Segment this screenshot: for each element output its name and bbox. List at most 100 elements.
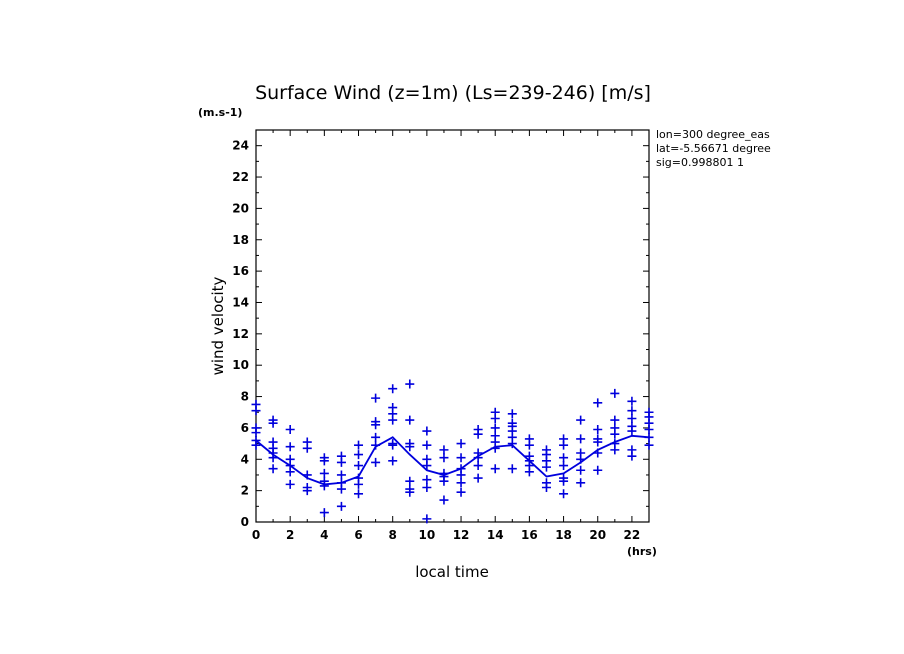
x-tick-label: 16: [521, 528, 538, 542]
scatter-point: [559, 453, 569, 463]
scatter-point: [268, 464, 278, 474]
mean-line: [255, 434, 650, 486]
scatter-point: [371, 393, 381, 403]
scatter-point: [439, 476, 449, 486]
scatter-point: [439, 445, 449, 455]
scatter-point: [354, 489, 364, 499]
scatter-point: [627, 396, 637, 406]
y-tick-label: 18: [232, 233, 249, 247]
x-tick-label: 18: [555, 528, 572, 542]
y-tick-label: 10: [232, 358, 249, 372]
scatter-point: [285, 442, 295, 452]
x-tick-label: 20: [589, 528, 606, 542]
scatter-point: [354, 479, 364, 489]
scatter-point: [610, 415, 620, 425]
scatter-point: [388, 440, 398, 450]
scatter-point: [405, 476, 415, 486]
scatter-point: [541, 483, 551, 493]
y-tick-label: 20: [232, 201, 249, 215]
scatter-point: [627, 451, 637, 461]
scatter-point: [336, 501, 346, 511]
x-axis-label: local time: [415, 563, 489, 581]
scatter-point: [388, 415, 398, 425]
scatter-point: [473, 429, 483, 439]
y-tick-label: 0: [241, 515, 249, 529]
scatter-point: [439, 453, 449, 463]
scatter-point: [422, 514, 432, 524]
x-unit-label: (hrs): [627, 545, 657, 558]
scatter-point: [490, 423, 500, 433]
x-tick-label: 12: [453, 528, 470, 542]
scatter-point: [371, 457, 381, 467]
x-tick-label: 14: [487, 528, 504, 542]
scatter-point: [285, 424, 295, 434]
info-lat: lat=-5.56671 degree: [656, 142, 771, 155]
scatter-point: [405, 379, 415, 389]
scatter-point: [627, 426, 637, 436]
plot-marks: [251, 379, 654, 524]
scatter-point: [251, 428, 261, 438]
scatter-point: [354, 450, 364, 460]
scatter-point: [422, 475, 432, 485]
scatter-point: [354, 461, 364, 471]
y-tick-label: 24: [232, 139, 249, 153]
scatter-point: [319, 468, 329, 478]
x-tick-label: 0: [252, 528, 260, 542]
scatter-point: [559, 489, 569, 499]
scatter-point: [456, 470, 466, 480]
scatter-point: [490, 414, 500, 424]
plot-frame: [255, 129, 650, 523]
scatter-point: [422, 426, 432, 436]
scatter-point: [251, 440, 261, 450]
scatter-point: [302, 443, 312, 453]
x-tick-label: 4: [320, 528, 328, 542]
info-lon: lon=300 degree_eas: [656, 128, 770, 141]
scatter-point: [336, 457, 346, 467]
scatter-point: [285, 467, 295, 477]
scatter-point: [388, 456, 398, 466]
chart-title: Surface Wind (z=1m) (Ls=239-246) [m/s]: [255, 82, 651, 104]
y-tick-label: 22: [232, 170, 249, 184]
scatter-point: [524, 467, 534, 477]
scatter-point: [371, 432, 381, 442]
y-tick-label: 16: [232, 264, 249, 278]
scatter-point: [268, 418, 278, 428]
scatter-point: [422, 440, 432, 450]
scatter-point: [405, 442, 415, 452]
scatter-point: [576, 478, 586, 488]
scatter-point: [336, 470, 346, 480]
y-tick-label: 6: [241, 421, 249, 435]
scatter-point: [456, 453, 466, 463]
scatter-point: [473, 461, 483, 471]
scatter-point: [251, 406, 261, 416]
y-tick-label: 8: [241, 390, 249, 404]
scatter-point: [388, 384, 398, 394]
scatter-point: [422, 461, 432, 471]
scatter-point: [507, 464, 517, 474]
scatter-point: [593, 465, 603, 475]
scatter-point: [610, 445, 620, 455]
scatter-point: [371, 420, 381, 430]
scatter-point: [319, 481, 329, 491]
scatter-point: [456, 439, 466, 449]
scatter-point: [405, 415, 415, 425]
scatter-point: [644, 440, 654, 450]
scatter-point: [644, 424, 654, 434]
y-tick-label: 12: [232, 327, 249, 341]
scatter-point: [524, 440, 534, 450]
scatter-point: [336, 484, 346, 494]
scatter-point: [507, 439, 517, 449]
scatter-point: [559, 440, 569, 450]
y-tick-label: 14: [232, 295, 249, 309]
scatter-point: [507, 409, 517, 419]
scatter-point: [354, 440, 364, 450]
scatter-point: [541, 462, 551, 472]
scatter-point: [610, 429, 620, 439]
y-tick-label: 4: [241, 452, 249, 466]
y-tick-label: 2: [241, 484, 249, 498]
x-tick-label: 6: [354, 528, 362, 542]
scatter-point: [559, 476, 569, 486]
scatter-point: [405, 487, 415, 497]
scatter-point: [610, 388, 620, 398]
